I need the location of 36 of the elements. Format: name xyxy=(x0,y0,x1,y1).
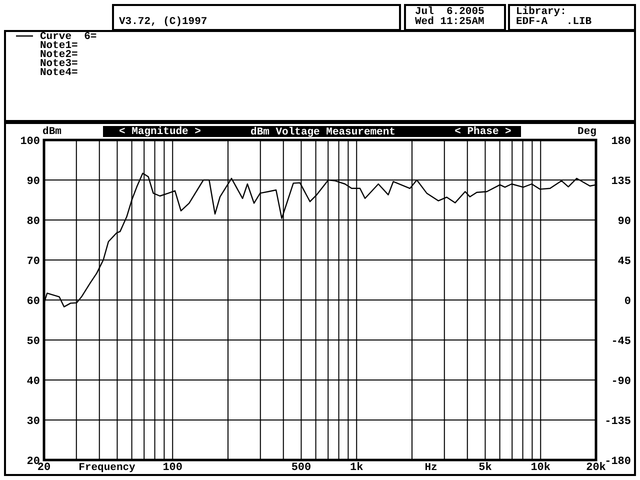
text: Wed 11:25AM xyxy=(415,16,484,28)
x-tick-label: 100 xyxy=(162,462,183,474)
y-tick-label: 100 xyxy=(20,136,40,148)
y-tick-label: 30 xyxy=(26,416,40,428)
x-axis-title: Frequency xyxy=(78,462,136,474)
y2-tick-label: 90 xyxy=(618,216,631,228)
x-tick-label: 5k xyxy=(478,462,492,474)
y-tick-label: 70 xyxy=(26,256,40,268)
text: Note4= xyxy=(40,67,78,79)
text: < Phase > xyxy=(454,126,512,138)
chart-title: dBm Voltage Measurement xyxy=(250,126,396,138)
x-tick-label: 1k xyxy=(350,462,364,474)
text: EDF-A .LIB xyxy=(516,16,592,28)
y-tick-label: 80 xyxy=(26,216,40,228)
text: < Magnitude > xyxy=(119,126,201,138)
y2-tick-label: -90 xyxy=(611,376,631,388)
y2-tick-label: 0 xyxy=(624,296,631,308)
y-tick-label: 90 xyxy=(26,176,40,188)
y-tick-label: 50 xyxy=(26,336,40,348)
y-tick-label: 60 xyxy=(26,296,40,308)
y2-tick-label: 45 xyxy=(618,256,632,268)
text: Hz xyxy=(424,462,438,474)
y2-tick-label: 135 xyxy=(611,176,632,188)
y-tick-label: 40 xyxy=(26,376,40,388)
y2-tick-label: -135 xyxy=(604,416,632,428)
text: V3.72, (C)1997 xyxy=(119,16,208,28)
text: Library: xyxy=(516,6,566,18)
x-tick-label: 500 xyxy=(291,462,312,474)
y2-axis-title: Deg xyxy=(578,126,596,138)
x-tick-label: 20k xyxy=(586,462,606,474)
y2-tick-label: -45 xyxy=(611,336,632,348)
y2-tick-label: 180 xyxy=(611,136,631,148)
x-tick-label: 10k xyxy=(530,462,551,474)
y2-tick-label: -180 xyxy=(604,456,631,468)
x-tick-label: 20 xyxy=(37,462,51,474)
y-axis-title: dBm xyxy=(42,126,62,138)
